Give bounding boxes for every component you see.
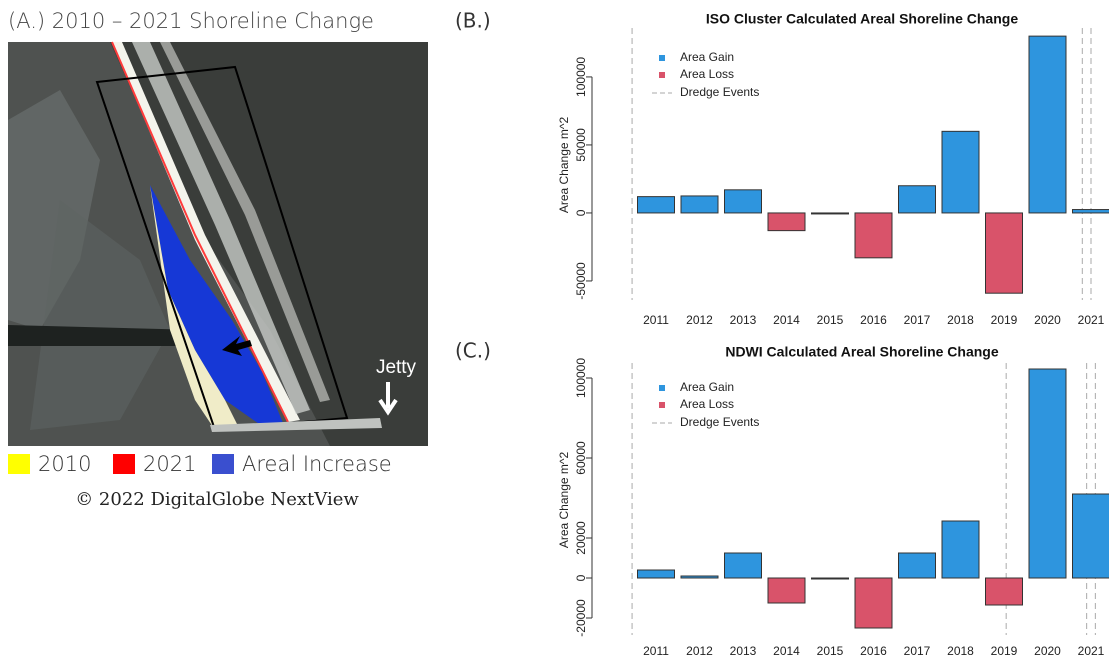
y-tick-label: 100000 [574,358,588,398]
chart-title: ISO Cluster Calculated Areal Shoreline C… [706,11,1018,27]
land-texture [30,200,170,430]
y-tick-label: 60000 [574,441,588,475]
y-tick-label: 20000 [574,521,588,555]
panel-label: (B.) [455,9,491,33]
legend-label: 2021 [143,452,196,476]
surf [160,42,330,402]
x-tick-label: 2016 [860,313,887,327]
x-tick-label: 2013 [730,313,757,327]
surf [132,42,310,414]
jetty-label: Jetty [376,357,417,378]
bar [1072,493,1109,579]
jetty [210,418,382,432]
legend-label: Dredge Events [680,85,759,99]
areal-increase [150,185,283,426]
x-tick-label: 2014 [773,313,800,327]
legend-label: Dredge Events [680,415,759,429]
legend: 2010 2021 Areal Increase [8,452,392,476]
x-tick-label: 2015 [817,644,844,658]
x-tick-label: 2018 [947,644,974,658]
bar [1028,35,1067,214]
bar [680,575,719,579]
copyright: © 2022 DigitalGlobe NextView [75,489,359,510]
legend-label: Area Loss [680,67,734,81]
x-tick-label: 2015 [817,313,844,327]
legend-label: Area Gain [680,380,734,394]
land-texture [8,90,100,330]
bar [1028,368,1067,579]
bar [811,577,849,580]
bar [637,196,675,214]
beach [112,42,300,422]
x-tick-label: 2019 [991,313,1018,327]
y-tick-label: 0 [574,209,588,216]
legend-label: Areal Increase [242,452,392,476]
shoreline-2021 [111,41,289,423]
bar [680,195,719,214]
x-tick-label: 2016 [860,644,887,658]
legend-swatch [212,454,234,474]
bar [767,212,806,232]
legend-swatch [113,454,135,474]
y-tick-label: 0 [574,574,588,581]
bar [985,577,1023,606]
y-axis-title: Area Change m^2 [557,452,571,549]
x-tick-label: 2019 [991,644,1018,658]
x-tick-label: 2011 [643,644,669,658]
x-tick-label: 2021 [1078,644,1105,658]
bar [767,577,806,604]
x-tick-label: 2012 [686,644,713,658]
y-axis-title: Area Change m^2 [557,117,571,214]
beach-2010 [150,185,240,430]
legend-label: 2010 [38,452,91,476]
x-tick-label: 2017 [904,313,931,327]
bar [1072,209,1109,214]
y-tick-label: 50000 [574,128,588,162]
panel-a-title: (A.) 2010 – 2021 Shoreline Change [8,9,374,33]
legend-swatch [659,385,665,391]
y-tick-label: -50000 [574,262,588,300]
x-tick-label: 2014 [773,644,800,658]
arrow [222,336,252,356]
bar [941,130,980,214]
x-tick-label: 2021 [1078,313,1105,327]
legend-label: Area Loss [680,397,734,411]
bar [854,212,893,259]
legend-swatch [659,72,665,78]
x-tick-label: 2020 [1034,313,1061,327]
x-tick-label: 2012 [686,313,713,327]
bar [985,212,1023,294]
bar [724,552,762,579]
x-tick-label: 2018 [947,313,974,327]
y-tick-label: -20000 [574,599,588,637]
bar [854,577,893,629]
panel-label: (C.) [455,339,491,363]
panel-a: (A.) 2010 – 2021 Shoreline Change Jetty … [8,9,428,510]
legend-label: Area Gain [680,50,734,64]
bar [898,552,936,579]
y-tick-label: 100000 [574,57,588,97]
chart-title: NDWI Calculated Areal Shoreline Change [725,344,999,360]
bar [637,569,675,579]
study-area [95,65,349,432]
bar [898,185,936,214]
legend-swatch [659,402,665,408]
x-tick-label: 2020 [1034,644,1061,658]
x-tick-label: 2017 [904,644,931,658]
x-tick-label: 2011 [643,313,669,327]
bar [811,212,849,215]
bar [724,189,762,214]
bar [941,520,980,579]
legend-swatch [659,55,665,61]
x-tick-label: 2013 [730,644,757,658]
jetty-arrow [378,382,398,416]
legend-swatch [8,454,30,474]
